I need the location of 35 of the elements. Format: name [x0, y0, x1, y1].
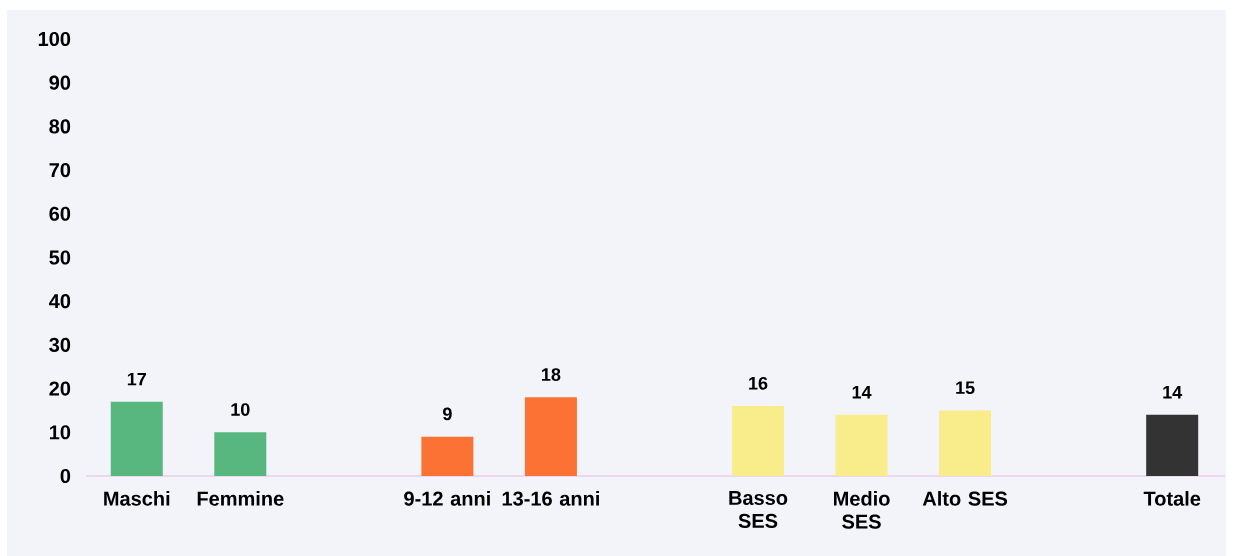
data-label: 17: [127, 372, 146, 386]
x-tick-label: Totale: [1143, 491, 1201, 506]
data-label: 18: [542, 368, 561, 381]
x-tick-label: 9-12 anni: [404, 491, 490, 506]
bar: [421, 436, 474, 476]
y-tick-label: 90: [49, 75, 71, 90]
x-tick-label: Medio SES: [834, 491, 890, 529]
bar: [835, 414, 888, 476]
y-tick-label: 30: [49, 337, 71, 352]
x-tick-label: Alto SES: [922, 491, 1008, 506]
data-label: 10: [231, 403, 250, 416]
bar: [110, 401, 163, 476]
x-tick-label: Basso SES: [729, 491, 788, 528]
y-tick-label: 0: [60, 468, 71, 484]
data-label: 15: [956, 381, 975, 395]
data-label: 16: [749, 376, 768, 390]
data-label: 14: [852, 386, 872, 399]
y-tick-label: 40: [49, 294, 71, 309]
y-tick-label: 70: [49, 163, 71, 178]
bar: [732, 406, 785, 476]
x-tick-label: Femmine: [197, 491, 284, 506]
data-label: 14: [1163, 386, 1183, 399]
x-tick-label: 13-16 anni: [502, 491, 599, 506]
y-tick-label: 20: [49, 381, 71, 396]
y-tick-label: 100: [38, 31, 71, 47]
data-label: 9: [443, 407, 452, 421]
y-tick-label: 50: [49, 250, 71, 265]
y-tick-label: 80: [49, 119, 71, 134]
y-tick-label: 60: [49, 206, 71, 221]
bar: [524, 397, 577, 476]
bar: [214, 432, 267, 476]
bar: [939, 410, 992, 476]
bar: [1146, 414, 1199, 476]
y-tick-label: 10: [49, 425, 71, 440]
x-tick-label: Maschi: [104, 491, 170, 506]
